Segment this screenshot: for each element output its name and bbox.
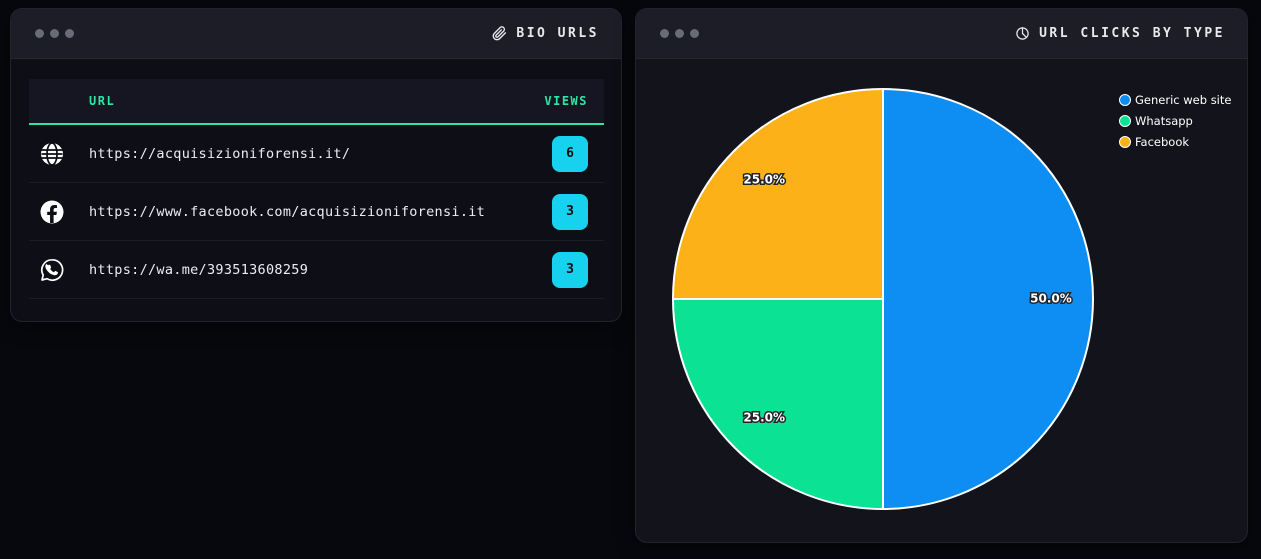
- legend-swatch: [1119, 115, 1131, 127]
- pie-chart-icon: [1015, 26, 1030, 41]
- pie-slice-whatsapp: [672, 298, 884, 510]
- pie-percent-label: 50.0%: [1030, 292, 1072, 306]
- url-clicks-header: URL CLICKS BY TYPE: [636, 9, 1247, 59]
- url-clicks-card: URL CLICKS BY TYPE 50.0% 25.0% 25.0% Gener…: [635, 8, 1248, 543]
- window-dots: [660, 29, 699, 38]
- pie-percent-label: 25.0%: [743, 173, 785, 187]
- window-dot: [660, 29, 669, 38]
- chart-legend: Generic web site Whatsapp Facebook: [1119, 93, 1231, 149]
- table-row[interactable]: https://wa.me/393513608259 3: [29, 241, 604, 299]
- legend-swatch: [1119, 94, 1131, 106]
- url-link[interactable]: https://acquisizioniforensi.it/: [89, 145, 351, 162]
- paperclip-icon: [492, 26, 507, 41]
- table-row[interactable]: https://www.facebook.com/acquisizionifor…: [29, 183, 604, 241]
- pie-slice-facebook: [672, 88, 884, 300]
- window-dot: [35, 29, 44, 38]
- bio-urls-title: BIO URLS: [492, 26, 599, 41]
- window-dots: [35, 29, 74, 38]
- views-badge: 6: [552, 135, 588, 172]
- views-badge: 3: [552, 251, 588, 288]
- bio-urls-title-text: BIO URLS: [516, 26, 599, 41]
- column-header-views: VIEWS: [544, 94, 588, 108]
- legend-label: Generic web site: [1135, 93, 1232, 107]
- legend-label: Whatsapp: [1135, 114, 1193, 128]
- table-row[interactable]: https://acquisizioniforensi.it/ 6: [29, 125, 604, 183]
- window-dot: [675, 29, 684, 38]
- pie-chart-svg: 50.0% 25.0% 25.0%: [672, 88, 1094, 510]
- window-dot: [50, 29, 59, 38]
- pie-chart-area: 50.0% 25.0% 25.0% Generic web site Whatsap…: [636, 59, 1247, 542]
- table-header-row: URL VIEWS: [29, 79, 604, 125]
- window-dot: [65, 29, 74, 38]
- whatsapp-icon: [39, 257, 65, 283]
- url-link[interactable]: https://wa.me/393513608259: [89, 261, 309, 278]
- legend-item-facebook: Facebook: [1119, 135, 1231, 149]
- window-dot: [690, 29, 699, 38]
- column-header-url: URL: [89, 94, 116, 108]
- bio-urls-card: BIO URLS URL VIEWS https://acquisizio: [10, 8, 622, 322]
- pie-slice-generic-web-site: [882, 88, 1094, 510]
- url-clicks-title: URL CLICKS BY TYPE: [1015, 26, 1225, 41]
- bio-urls-table: URL VIEWS https://acquisizioniforensi.it…: [29, 79, 604, 299]
- facebook-icon: [39, 199, 65, 225]
- legend-label: Facebook: [1135, 135, 1190, 149]
- bio-urls-header: BIO URLS: [11, 9, 621, 59]
- views-badge: 3: [552, 193, 588, 230]
- legend-item-generic-web-site: Generic web site: [1119, 93, 1231, 107]
- legend-swatch: [1119, 136, 1131, 148]
- url-link[interactable]: https://www.facebook.com/acquisizionifor…: [89, 203, 486, 220]
- globe-icon: [39, 141, 65, 167]
- legend-item-whatsapp: Whatsapp: [1119, 114, 1231, 128]
- pie-percent-label: 25.0%: [743, 410, 785, 424]
- url-clicks-title-text: URL CLICKS BY TYPE: [1039, 26, 1225, 41]
